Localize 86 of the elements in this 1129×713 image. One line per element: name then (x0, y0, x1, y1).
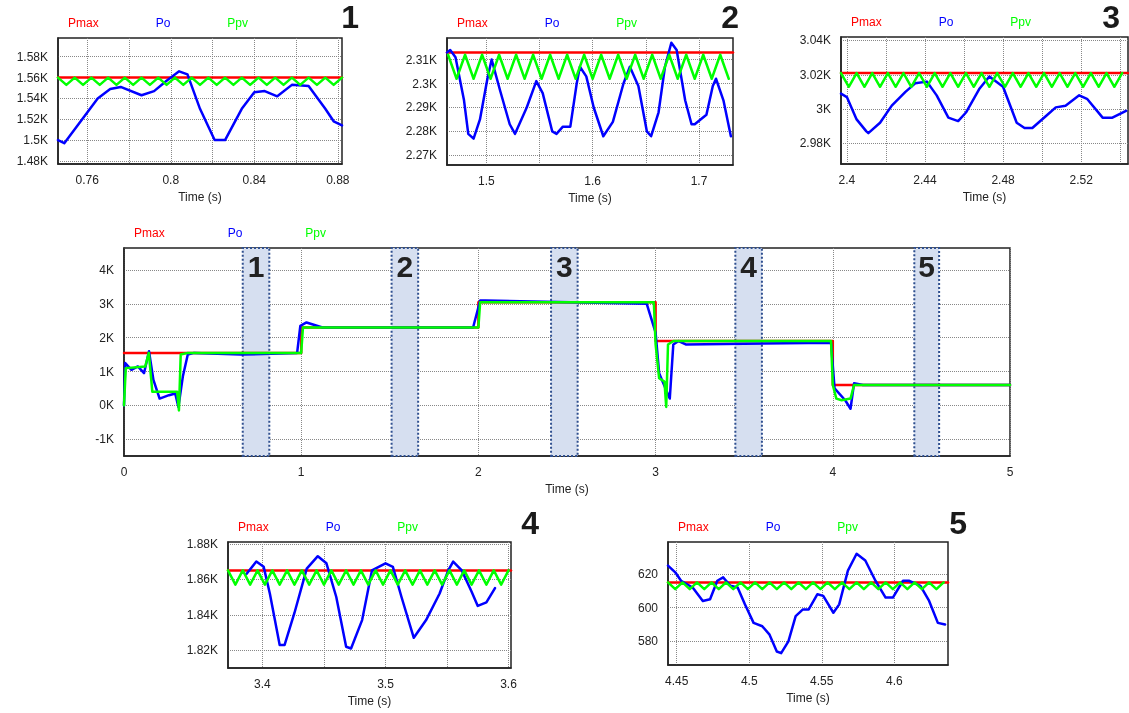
text: Ppv (1010, 15, 1032, 29)
x-tick-label: 2.52 (1069, 173, 1094, 187)
chart-title: 1 (341, 0, 359, 35)
x-tick-label: 2.48 (991, 173, 1016, 187)
text: Ppv (397, 520, 419, 534)
x-tick-label: 2.4 (838, 173, 856, 187)
x-tick-label: 4.5 (740, 674, 758, 688)
x-tick-label: 0.8 (162, 173, 180, 187)
text: Po (544, 16, 560, 30)
text: Po (155, 16, 171, 30)
text: Ppv (227, 16, 249, 30)
x-tick-label: 3 (652, 465, 660, 480)
band-label: 3 (556, 249, 573, 283)
x-axis-title: Time (s) (178, 189, 222, 204)
y-tick-label: 2.31K (405, 52, 437, 67)
text: Pmax (678, 520, 709, 534)
x-axis-title: Time (s) (962, 189, 1007, 204)
y-tick-label: 0K (99, 398, 114, 413)
x-axis-title: Time (s) (347, 693, 392, 708)
text: Ppv (837, 520, 859, 534)
x-tick-label: 5 (1006, 465, 1014, 480)
y-tick-label: 1.58K (16, 49, 48, 64)
chart-title: 2 (721, 0, 739, 35)
x-tick-label: 3.4 (254, 677, 272, 691)
x-tick-label: 4 (829, 465, 837, 480)
text: Pmax (134, 226, 165, 240)
series-label: Pmax (457, 16, 488, 30)
band-label: 4 (740, 249, 758, 283)
y-tick-label: 600 (637, 600, 659, 615)
x-tick-label: 2 (475, 465, 483, 480)
x-tick-label: 4.6 (885, 674, 903, 688)
text: Pmax (68, 16, 99, 30)
text: Ppv (616, 16, 638, 30)
text: Pmax (238, 520, 269, 534)
x-tick-label: 3.6 (500, 677, 518, 691)
x-tick-label: 0.76 (75, 173, 100, 187)
text: Pmax (851, 15, 882, 29)
text: Ppv (305, 226, 327, 240)
y-tick-label: -1K (95, 432, 114, 447)
y-tick-label: 1.86K (186, 572, 218, 587)
y-tick-label: 3K (816, 102, 831, 117)
x-axis-title: Time (s) (568, 190, 612, 205)
x-tick-label: 1.7 (690, 174, 708, 188)
y-tick-label: 1.5K (23, 133, 48, 148)
x-axis-title: Time (s) (786, 690, 830, 705)
band-label: 2 (396, 249, 414, 283)
y-tick-label: 1.48K (16, 153, 48, 168)
x-tick-label: 1.5 (477, 174, 495, 188)
x-tick-label: 3.5 (377, 677, 395, 691)
y-tick-label: 4K (99, 262, 114, 277)
y-tick-label: 2K (99, 330, 114, 345)
y-tick-label: 1.88K (186, 536, 218, 551)
x-tick-label: 1.6 (584, 174, 602, 188)
text: Po (227, 226, 243, 240)
y-tick-label: 1.52K (16, 112, 48, 127)
y-tick-label: 3.04K (799, 33, 831, 48)
series-label: Po (325, 520, 341, 534)
x-tick-label: 4.55 (810, 674, 834, 688)
y-tick-label: 3K (99, 296, 114, 311)
band-label: 5 (918, 249, 936, 283)
x-tick-label: 0 (120, 465, 128, 480)
y-tick-label: 1K (99, 364, 114, 379)
x-tick-label: 2.44 (913, 173, 937, 187)
x-tick-label: 4.45 (665, 674, 689, 688)
y-tick-label: 1.54K (16, 91, 48, 106)
y-tick-label: 2.27K (405, 148, 437, 163)
y-tick-label: 3.02K (799, 67, 831, 82)
x-tick-label: 0.88 (326, 173, 350, 187)
x-tick-label: 1 (297, 465, 305, 480)
band-label: 1 (247, 249, 265, 283)
y-tick-label: 1.82K (186, 643, 218, 658)
y-tick-label: 580 (637, 634, 659, 649)
x-axis-title: Time (s) (545, 482, 589, 496)
y-tick-label: 2.28K (405, 124, 437, 139)
y-tick-label: 620 (637, 567, 659, 582)
x-tick-label: 0.84 (242, 173, 267, 187)
chart-title: 4 (521, 505, 540, 541)
y-tick-label: 1.84K (186, 607, 218, 622)
text: Po (765, 520, 781, 534)
y-tick-label: 2.29K (405, 100, 437, 115)
chart-title: 3 (1102, 0, 1120, 35)
y-tick-label: 2.3K (412, 76, 437, 91)
y-tick-label: 2.98K (799, 136, 831, 151)
text: Po (938, 15, 954, 29)
chart-title: 5 (949, 505, 967, 541)
y-tick-label: 1.56K (16, 70, 48, 85)
